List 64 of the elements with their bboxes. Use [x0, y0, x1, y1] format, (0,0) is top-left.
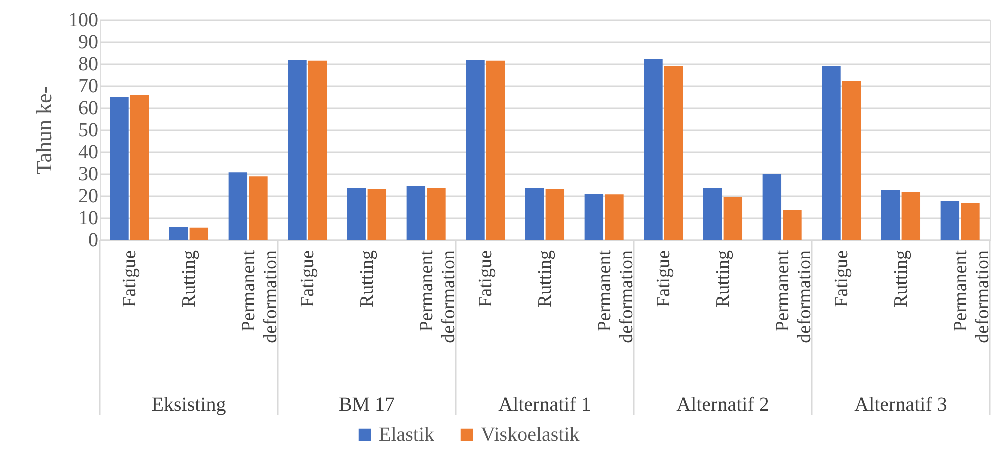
- x-tick-label: Permanent deformation: [772, 250, 816, 344]
- x-tick-label: Rutting: [179, 250, 200, 308]
- y-tick-label: 20: [78, 186, 98, 208]
- bar: [783, 210, 802, 240]
- bar: [486, 60, 506, 240]
- y-tick-label: 60: [78, 98, 98, 120]
- y-tick-label: 80: [78, 54, 98, 76]
- bar: [842, 81, 862, 240]
- bar: [762, 174, 782, 240]
- text: Alternatif 1: [498, 394, 592, 416]
- bar: [249, 176, 268, 240]
- x-tick-label: Fatigue: [120, 250, 141, 308]
- legend-label: Viskoelastik: [481, 424, 580, 446]
- y-tick-label: 10: [78, 208, 98, 230]
- bar: [664, 66, 684, 240]
- bar: [881, 190, 900, 240]
- x-tick-label: Permanent deformation: [238, 250, 282, 344]
- bar: [525, 188, 544, 240]
- text: Alternatif 2: [676, 394, 770, 416]
- bar: [822, 66, 841, 240]
- x-tick-label: Fatigue: [298, 250, 319, 308]
- bar: [902, 192, 921, 240]
- y-tick-label: 0: [88, 230, 98, 252]
- y-tick-label: 100: [68, 10, 98, 32]
- x-tick-label: Permanent deformation: [594, 250, 638, 344]
- y-tick-label: 70: [78, 76, 98, 98]
- x-tick-label: Rutting: [713, 250, 734, 308]
- y-axis-title: Tahun ke-: [32, 86, 56, 175]
- x-tick-label: Permanent deformation: [950, 250, 994, 344]
- bar: [190, 228, 209, 240]
- bar: [605, 194, 624, 240]
- x-tick-label: Rutting: [535, 250, 556, 308]
- bar: [584, 194, 604, 240]
- bar: [940, 201, 960, 240]
- y-tick-label: 30: [78, 164, 98, 186]
- bar: [110, 97, 129, 240]
- y-tick-label: 90: [78, 32, 98, 54]
- x-tick-label: Fatigue: [476, 250, 497, 308]
- x-tick-label: Permanent deformation: [416, 250, 460, 344]
- x-tick-label: Rutting: [357, 250, 378, 308]
- text: BM 17: [338, 394, 396, 416]
- bar: [308, 60, 328, 240]
- bar: [347, 188, 366, 240]
- bar: [703, 188, 722, 240]
- bar: [466, 60, 485, 240]
- legend-label: Elastik: [379, 424, 435, 446]
- bar: [406, 186, 426, 240]
- x-tick-label: Fatigue: [654, 250, 675, 308]
- bar: [644, 59, 663, 240]
- bar: [169, 227, 188, 240]
- bar: [724, 197, 743, 240]
- x-tick-label: Fatigue: [832, 250, 853, 308]
- bar: [130, 95, 150, 240]
- bar: [961, 203, 980, 240]
- text: Alternatif 3: [854, 394, 948, 416]
- bar: [546, 188, 565, 240]
- bar: [427, 188, 446, 240]
- text: Eksisting: [152, 394, 226, 416]
- y-tick-label: 40: [78, 142, 98, 164]
- bar: [228, 172, 248, 240]
- bar: [288, 60, 307, 240]
- y-tick-label: 50: [78, 120, 98, 142]
- bar: [368, 188, 387, 240]
- x-tick-label: Rutting: [891, 250, 912, 308]
